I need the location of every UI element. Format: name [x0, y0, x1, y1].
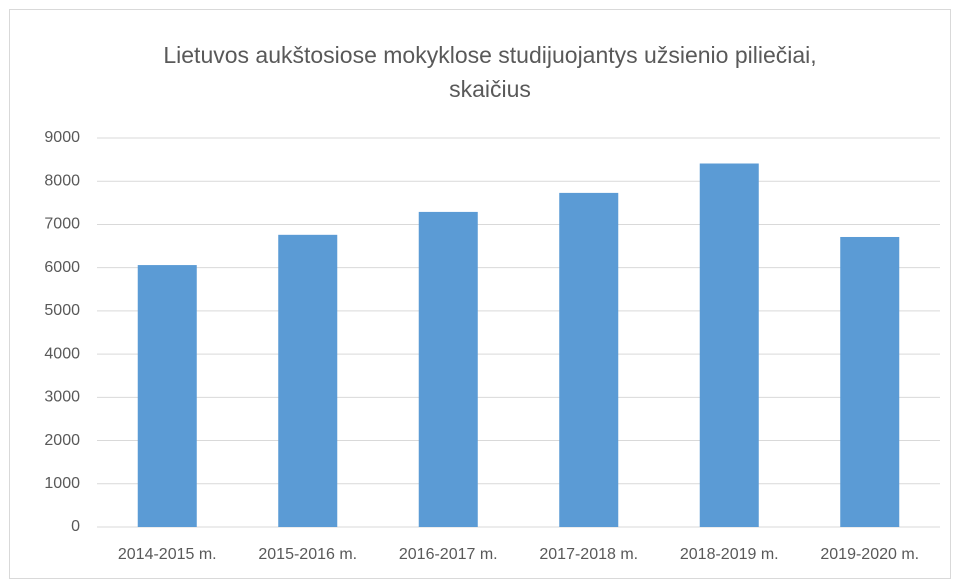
x-tick-label: 2014-2015 m.	[118, 546, 217, 563]
chart-frame	[9, 9, 951, 579]
y-tick-label: 3000	[44, 389, 80, 406]
x-tick-label: 2015-2016 m.	[258, 546, 357, 563]
x-tick-label: 2016-2017 m.	[399, 546, 498, 563]
y-tick-label: 0	[71, 518, 80, 535]
bar	[559, 192, 619, 528]
bar	[137, 265, 197, 527]
bar	[840, 236, 900, 527]
x-tick-label: 2019-2020 m.	[820, 546, 919, 563]
y-tick-label: 4000	[44, 345, 80, 362]
y-tick-label: 7000	[44, 216, 80, 233]
bar	[418, 211, 478, 527]
y-tick-label: 2000	[44, 432, 80, 449]
bar	[699, 163, 759, 528]
chart-title: Lietuvos aukštosiose mokyklose studijuoj…	[163, 42, 817, 102]
y-tick-label: 9000	[44, 129, 80, 146]
x-tick-label: 2017-2018 m.	[539, 546, 638, 563]
y-tick-label: 1000	[44, 475, 80, 492]
y-tick-label: 8000	[44, 172, 80, 189]
y-tick-label: 6000	[44, 259, 80, 276]
bar	[278, 234, 338, 527]
y-tick-label: 5000	[44, 302, 80, 319]
x-tick-label: 2018-2019 m.	[680, 546, 779, 563]
